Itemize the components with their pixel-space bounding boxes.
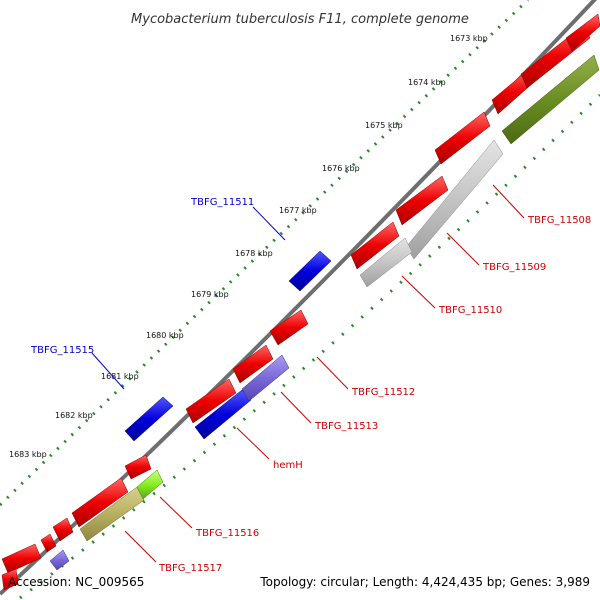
feature-grey[interactable] — [405, 139, 504, 260]
cds-feature[interactable] — [350, 221, 400, 270]
cds-feature[interactable] — [232, 344, 274, 384]
genome-summary: Topology: circular; Length: 4,424,435 bp… — [259, 575, 590, 589]
tick-labels: 1673 kbp 1674 kbp 1675 kbp 1676 kbp 1677… — [9, 34, 488, 459]
leader-line — [446, 232, 480, 266]
tick-label: 1675 kbp — [365, 121, 403, 130]
misc-feature-track — [49, 54, 600, 571]
leader-line — [236, 427, 270, 460]
feature-lime[interactable] — [136, 469, 164, 500]
gene-label[interactable]: TBFG_11513 — [314, 421, 378, 432]
feature-purple[interactable] — [241, 354, 290, 402]
forward-gene-labels: TBFG_11511 TBFG_11515 — [30, 197, 286, 390]
forward-cds-track — [124, 250, 332, 442]
cds-feature[interactable] — [565, 13, 600, 52]
tick-label: 1683 kbp — [9, 450, 47, 459]
cds-feature[interactable] — [1, 568, 19, 591]
gene-label[interactable]: TBFG_11509 — [482, 262, 546, 273]
cds-feature[interactable] — [269, 309, 309, 346]
leader-line — [401, 275, 436, 309]
gene-label[interactable]: TBFG_11512 — [351, 387, 415, 398]
leader-line — [492, 184, 525, 219]
accession-label: Accession: NC_009565 — [8, 575, 144, 589]
feature-purple[interactable] — [49, 549, 70, 571]
reverse-cds-track — [1, 13, 600, 591]
tick-label: 1676 kbp — [322, 164, 360, 173]
cds-feature[interactable] — [124, 454, 152, 480]
gene-label[interactable]: TBFG_11508 — [527, 215, 591, 226]
gene-label[interactable]: hemH — [273, 460, 303, 471]
cds-feature[interactable] — [1, 543, 42, 574]
cds-feature[interactable] — [395, 175, 449, 226]
leader-line — [159, 496, 193, 529]
cds-feature[interactable] — [288, 250, 332, 292]
cds-feature[interactable] — [185, 378, 237, 424]
leader-line — [316, 356, 349, 390]
tick-label: 1677 kbp — [279, 206, 317, 215]
feature-olive[interactable] — [501, 54, 600, 145]
cds-feature[interactable] — [71, 477, 129, 528]
gene-label[interactable]: TBFG_11516 — [195, 528, 259, 539]
tick-label: 1673 kbp — [450, 34, 488, 43]
cds-feature[interactable] — [52, 517, 74, 542]
leader-line — [252, 206, 286, 241]
tick-label: 1678 kbp — [235, 249, 273, 258]
map-title: Mycobacterium tuberculosis F11, complete… — [131, 12, 469, 27]
gene-label[interactable]: TBFG_11517 — [158, 563, 222, 574]
tick-label: 1679 kbp — [191, 290, 229, 299]
tick-label: 1681 kbp — [101, 372, 139, 381]
leader-line — [91, 352, 125, 390]
gene-label[interactable]: TBFG_11510 — [438, 305, 502, 316]
tick-label: 1680 kbp — [146, 331, 184, 340]
gene-label[interactable]: TBFG_11515 — [30, 345, 94, 356]
gene-label[interactable]: TBFG_11511 — [190, 197, 254, 208]
tick-label: 1682 kbp — [55, 411, 93, 420]
tick-ring-inner — [19, 93, 600, 600]
leader-line — [280, 391, 312, 424]
reverse-gene-labels: TBFG_11508 TBFG_11509 TBFG_11510 TBFG_11… — [124, 184, 591, 574]
leader-line — [124, 530, 157, 563]
feature-khaki[interactable] — [79, 486, 145, 542]
cds-feature[interactable] — [40, 533, 57, 553]
feature-grey[interactable] — [359, 237, 413, 288]
tick-label: 1674 kbp — [408, 78, 446, 87]
cds-feature[interactable] — [434, 111, 491, 165]
cds-feature[interactable] — [194, 389, 252, 440]
cds-feature[interactable] — [124, 396, 174, 442]
